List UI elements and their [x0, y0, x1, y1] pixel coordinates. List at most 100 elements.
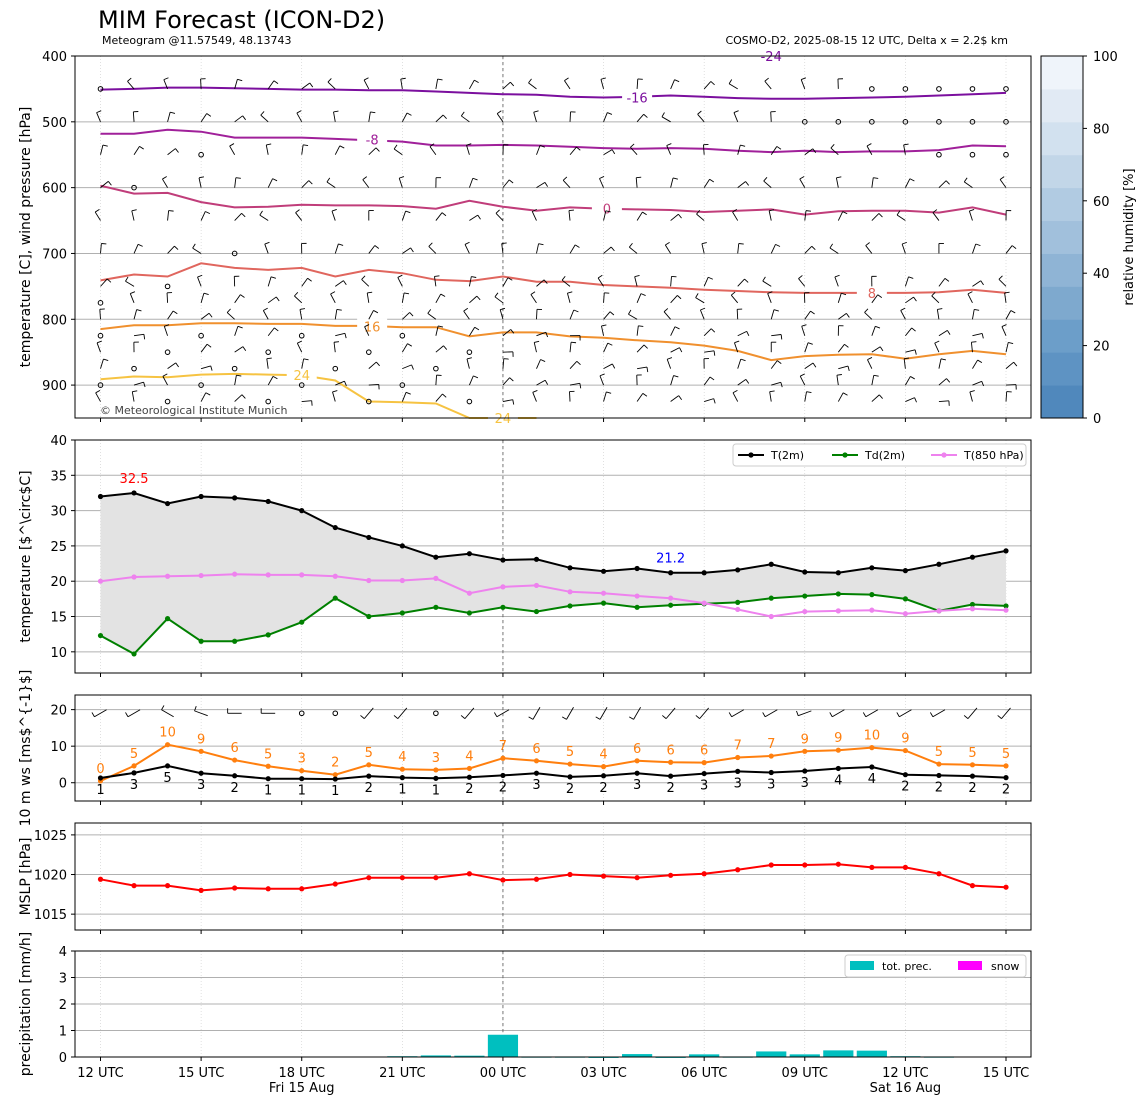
- isotherm-label-bg: [357, 318, 388, 335]
- wind-barb: [198, 177, 202, 188]
- wind-barb: [938, 180, 947, 188]
- series-point: [802, 593, 808, 599]
- ytick-label: 25: [50, 540, 67, 555]
- ytick-label: 2: [59, 998, 67, 1013]
- gust-label: 5: [566, 745, 574, 760]
- isotherm-label-bg: [357, 131, 388, 148]
- wind-barb-flag: [143, 334, 146, 340]
- wind-barb-flag: [333, 341, 340, 343]
- wind-barb-flag: [272, 375, 278, 380]
- legend-swatch: [850, 961, 874, 970]
- series-point: [533, 582, 540, 589]
- ytick-label: 0: [59, 1051, 67, 1066]
- wind-barb-flag: [896, 210, 901, 216]
- axes-frame: [74, 822, 1032, 931]
- series-point: [735, 599, 741, 605]
- wind-barb: [401, 292, 405, 303]
- wind-barb: [368, 383, 379, 386]
- wind-barb-flag: [967, 291, 973, 295]
- wind-barb-flag: [1001, 324, 1007, 328]
- wind-barb: [932, 709, 946, 718]
- panel-wind: 0 10 20 10 m ws [ms$^{-1}$] 0 5 10 9 6 5 3 2 5 4 3 4 7 6 5…: [18, 670, 1032, 826]
- series-point: [634, 875, 640, 881]
- wind-barb-flag: [798, 275, 803, 279]
- wind-barb-flag: [162, 373, 168, 377]
- xtick-label: 15 UTC: [983, 1066, 1029, 1081]
- wind-barb: [737, 181, 746, 188]
- wind-barb-flag: [1004, 291, 1010, 294]
- wind-barb: [267, 376, 274, 386]
- precip-bar: [487, 1034, 519, 1057]
- wind-barb-flag: [530, 291, 536, 295]
- gust-label: 4: [599, 748, 607, 763]
- wind-barb: [127, 709, 141, 718]
- series-point: [869, 607, 875, 613]
- calm-marker: [902, 86, 909, 92]
- mean-label: 2: [901, 780, 909, 795]
- wind-barb: [734, 342, 739, 353]
- series-point: [299, 776, 305, 782]
- calm-marker: [902, 119, 909, 125]
- wind-barb-flag: [776, 360, 782, 365]
- series-point: [902, 747, 908, 754]
- wind-barb: [402, 364, 412, 370]
- wind-barb-flag: [266, 143, 272, 146]
- wind-barb: [468, 375, 474, 386]
- wind-barb: [435, 212, 443, 221]
- wind-barb: [1005, 310, 1012, 320]
- mean-label: 2: [231, 781, 239, 796]
- wind-barb: [732, 392, 739, 402]
- legend: tot. prec. snow: [844, 954, 1027, 978]
- wind-barb: [967, 293, 973, 304]
- wind-barb: [234, 294, 241, 304]
- series-point: [802, 569, 808, 575]
- colorbar-tick-label: 80: [1093, 122, 1110, 137]
- series-point: [433, 604, 439, 610]
- wind-barb-flag: [139, 145, 144, 150]
- ytick-label: 1025: [34, 829, 67, 844]
- wind-barb-flag: [576, 360, 581, 366]
- wind-barb: [502, 329, 511, 337]
- wind-barb-flag: [545, 332, 549, 338]
- ytick-label: 20: [50, 575, 67, 590]
- series-point: [399, 577, 405, 584]
- isotherm-line: [100, 322, 1007, 362]
- series-point: [1003, 603, 1009, 609]
- gust-label: 5: [1002, 747, 1010, 762]
- wind-barb: [768, 210, 772, 221]
- wind-barb: [904, 276, 909, 287]
- wind-barb: [664, 244, 672, 254]
- wind-barb: [200, 113, 208, 123]
- wind-barb-flag: [336, 308, 342, 311]
- wind-barb-flag: [846, 313, 850, 318]
- gust-label: 2: [331, 756, 339, 771]
- series-point: [768, 595, 774, 601]
- series-point: [265, 632, 271, 638]
- series-point: [533, 876, 540, 882]
- mean-label: 1: [96, 783, 104, 798]
- wind-barb-flag: [442, 114, 447, 119]
- wind-barb-flag: [397, 274, 403, 278]
- wind-barb-flag: [878, 394, 883, 399]
- wind-barb-flag: [607, 112, 613, 115]
- wind-barb: [363, 79, 370, 90]
- wind-barb-flag: [326, 177, 331, 183]
- wind-barb: [296, 342, 303, 353]
- wind-barb: [435, 114, 444, 123]
- wind-barb: [434, 276, 437, 287]
- mean-label: 2: [935, 780, 943, 795]
- series-point: [701, 570, 707, 576]
- ytick-label: 900: [42, 379, 67, 394]
- series-point: [232, 773, 238, 779]
- wind-barb-flag: [528, 716, 534, 720]
- legend-label: snow: [991, 960, 1019, 973]
- wind-barb-flag: [241, 213, 246, 218]
- wind-barb: [401, 343, 408, 353]
- wind-barb-flag: [102, 144, 108, 147]
- wind-barb: [670, 347, 680, 353]
- wind-barb-flag: [241, 394, 246, 399]
- series-point: [701, 760, 707, 766]
- gust-label: 7: [734, 739, 742, 754]
- wind-barb: [95, 392, 101, 402]
- series-point: [835, 570, 841, 576]
